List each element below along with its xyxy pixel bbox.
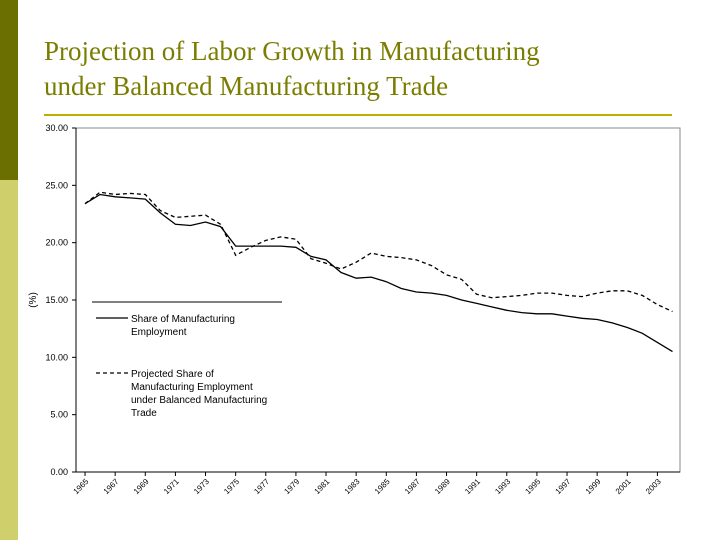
side-bar-dark [0,0,18,180]
y-tick-label: 15.00 [45,295,68,305]
legend-entry-projected-share: Projected Share of Manufacturing Employme… [131,369,267,419]
y-tick-label: 20.00 [45,238,68,248]
x-tick-label: 1983 [343,477,362,496]
y-tick-label: 30.00 [45,123,68,133]
x-tick-label: 2001 [614,477,633,496]
legend: Share of Manufacturing Employment Project… [86,296,288,419]
series-line-projected-share [84,191,673,313]
slide-title-line1: Projection of Labor Growth in Manufactur… [44,36,540,66]
y-tick-label: 25.00 [45,180,68,190]
x-ticks: 1965 1967 1969 1971 1973 1975 1977 1979 1981 1983… [72,472,663,496]
x-tick-label: 1967 [102,477,121,496]
side-bar-light [0,180,18,540]
x-tick-label: 1981 [313,477,332,496]
x-tick-label: 2003 [644,477,663,496]
y-ticks: 0.00 5.00 10.00 15.00 20.00 25.00 30.00 [45,123,76,477]
title-rule [44,114,672,116]
y-axis-label: (%) [28,292,39,308]
x-tick-label: 1973 [192,477,211,496]
x-tick-label: 1997 [553,477,572,496]
slide-title: Projection of Labor Growth in Manufactur… [44,34,684,104]
x-tick-label: 1989 [433,477,452,496]
y-tick-label: 0.00 [50,467,68,477]
x-tick-label: 1969 [132,477,151,496]
x-tick-label: 1993 [493,477,512,496]
x-tick-label: 1987 [403,477,422,496]
y-tick-label: 5.00 [50,410,68,420]
slide-title-line2: under Balanced Manufacturing Trade [44,71,449,101]
series-line-share-of-manufacturing-employment [84,193,673,353]
y-tick-label: 10.00 [45,352,68,362]
x-tick-label: 1985 [373,477,392,496]
x-tick-label: 1979 [282,477,301,496]
x-tick-label: 1971 [162,477,181,496]
x-tick-label: 1995 [523,477,542,496]
legend-box [86,296,288,414]
legend-entry-share-of-manufacturing-employment: Share of Manufacturing Employment [131,314,235,338]
x-tick-label: 1977 [252,477,271,496]
x-tick-label: 1975 [222,477,241,496]
x-tick-label: 1965 [72,477,91,496]
x-tick-label: 1999 [584,477,603,496]
x-tick-label: 1991 [463,477,482,496]
